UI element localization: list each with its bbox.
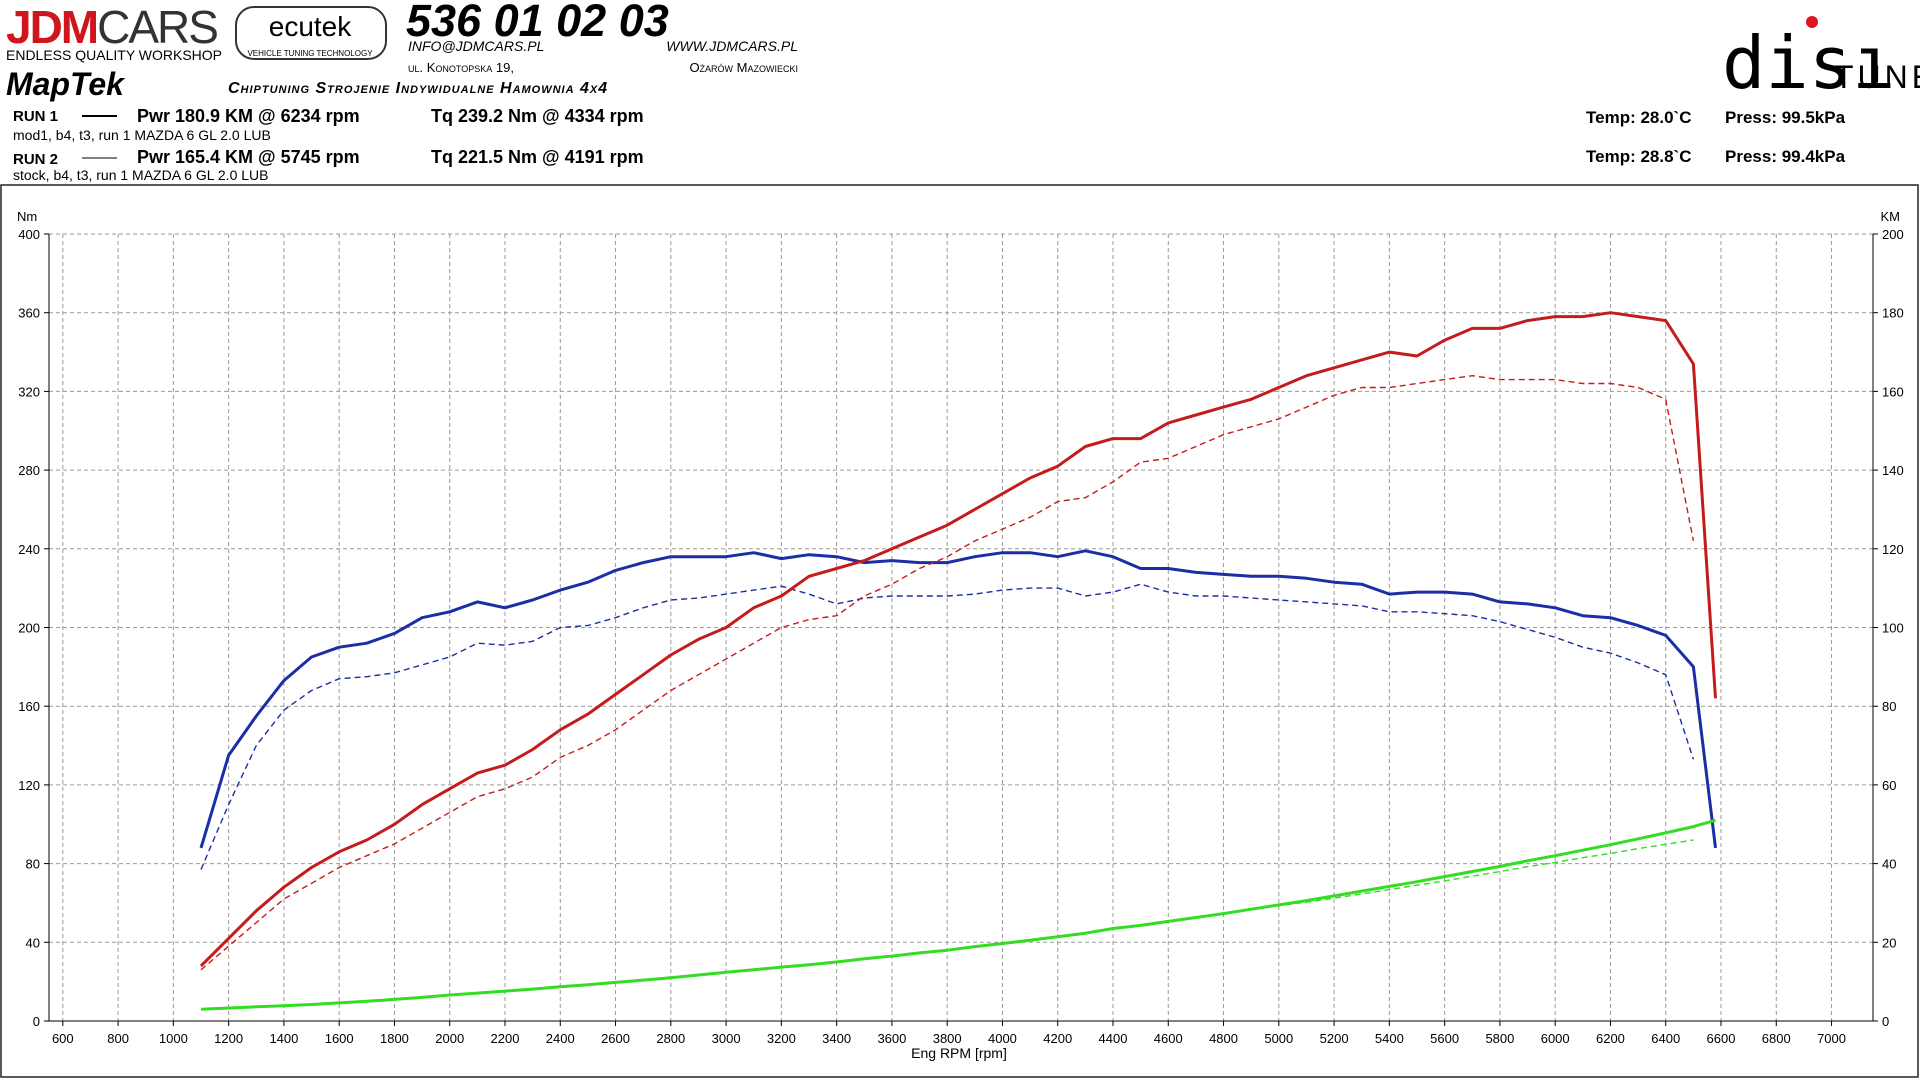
run-description: stock, b4, t3, run 1 MAZDA 6 GL 2.0 LUB bbox=[13, 167, 269, 183]
x-tick-label: 2000 bbox=[435, 1031, 464, 1046]
x-tick-label: 1000 bbox=[159, 1031, 188, 1046]
x-tick-label: 4000 bbox=[988, 1031, 1017, 1046]
y2-axis-title: KM bbox=[1881, 209, 1901, 224]
ecutek-tagline: VEHICLE TUNING TECHNOLOGY bbox=[247, 49, 373, 58]
x-tick-label: 6800 bbox=[1762, 1031, 1791, 1046]
street: ul. Konotopska 19, bbox=[408, 60, 514, 75]
x-tick-label: 1200 bbox=[214, 1031, 243, 1046]
y2-tick-label: 160 bbox=[1882, 384, 1904, 399]
x-tick-label: 2600 bbox=[601, 1031, 630, 1046]
x-tick-label: 3000 bbox=[712, 1031, 741, 1046]
disi-dot bbox=[1806, 16, 1818, 28]
run-description: mod1, b4, t3, run 1 MAZDA 6 GL 2.0 LUB bbox=[13, 127, 271, 143]
city: Ożarów Mazowiecki bbox=[689, 60, 798, 75]
series-line bbox=[200, 375, 1695, 971]
plot: 600 800 1000 1200 1400 1600 1800 2000 2200 2400 26… bbox=[18, 227, 1903, 1046]
x-tick-label: 1800 bbox=[380, 1031, 409, 1046]
y-tick-label: 320 bbox=[18, 384, 40, 399]
jdm-logo: JDMCARS bbox=[6, 1, 217, 53]
x-tick-label: 5000 bbox=[1264, 1031, 1293, 1046]
y-tick-label: 240 bbox=[18, 542, 40, 557]
x-tick-label: 1400 bbox=[269, 1031, 298, 1046]
tagline: ENDLESS QUALITY WORKSHOP bbox=[6, 47, 222, 63]
y-tick-label: 200 bbox=[18, 621, 40, 636]
run-press: Press: 99.5kPa bbox=[1725, 108, 1846, 127]
x-tick-label: 5400 bbox=[1375, 1031, 1404, 1046]
maptek: MapTek bbox=[6, 66, 126, 102]
cars: CARS bbox=[97, 1, 217, 53]
run-torque: Tq 221.5 Nm @ 4191 rpm bbox=[431, 147, 644, 167]
series-line bbox=[200, 583, 1695, 870]
x-tick-label: 4400 bbox=[1099, 1031, 1128, 1046]
phone: 536 01 02 03 bbox=[406, 0, 669, 46]
x-tick-label: 2400 bbox=[546, 1031, 575, 1046]
y2-tick-label: 80 bbox=[1882, 699, 1896, 714]
y-tick-label: 400 bbox=[18, 227, 40, 242]
y2-tick-label: 100 bbox=[1882, 621, 1904, 636]
y-tick-label: 0 bbox=[33, 1014, 40, 1029]
x-tick-label: 1600 bbox=[325, 1031, 354, 1046]
x-axis-title: Eng RPM [rpm] bbox=[911, 1045, 1007, 1061]
run-label: RUN 1 bbox=[13, 108, 58, 125]
x-tick-label: 6200 bbox=[1596, 1031, 1625, 1046]
x-tick-label: 4200 bbox=[1043, 1031, 1072, 1046]
jdm: JDM bbox=[6, 1, 97, 53]
y2-tick-label: 120 bbox=[1882, 542, 1904, 557]
x-tick-label: 6000 bbox=[1541, 1031, 1570, 1046]
chart-frame bbox=[0, 184, 1919, 1078]
x-tick-label: 3800 bbox=[933, 1031, 962, 1046]
x-tick-label: 7000 bbox=[1817, 1031, 1846, 1046]
y-axis-title: Nm bbox=[17, 209, 37, 224]
y2-tick-label: 0 bbox=[1882, 1014, 1889, 1029]
run-label: RUN 2 bbox=[13, 151, 58, 168]
x-tick-label: 4600 bbox=[1154, 1031, 1183, 1046]
y-tick-label: 280 bbox=[18, 463, 40, 478]
x-tick-label: 2800 bbox=[656, 1031, 685, 1046]
x-tick-label: 2200 bbox=[491, 1031, 520, 1046]
y-tick-label: 40 bbox=[26, 935, 40, 950]
x-tick-label: 3400 bbox=[822, 1031, 851, 1046]
services: Chiptuning Strojenie Indywidualne Hamown… bbox=[228, 80, 608, 97]
x-tick-label: 5800 bbox=[1485, 1031, 1514, 1046]
x-tick-label: 800 bbox=[107, 1031, 129, 1046]
y2-tick-label: 20 bbox=[1882, 935, 1896, 950]
x-tick-label: 5200 bbox=[1320, 1031, 1349, 1046]
y2-tick-label: 200 bbox=[1882, 227, 1904, 242]
email: INFO@JDMCARS.PL bbox=[408, 38, 544, 54]
x-tick-label: 3600 bbox=[877, 1031, 906, 1046]
series-line bbox=[200, 839, 1694, 1010]
y-tick-label: 80 bbox=[26, 857, 40, 872]
run-power: Pwr 180.9 KM @ 6234 rpm bbox=[137, 106, 360, 126]
run-press: Press: 99.4kPa bbox=[1725, 147, 1846, 166]
series-line bbox=[199, 549, 1717, 849]
y2-tick-label: 180 bbox=[1882, 306, 1904, 321]
x-tick-label: 6600 bbox=[1707, 1031, 1736, 1046]
y2-tick-label: 140 bbox=[1882, 463, 1904, 478]
y-tick-label: 120 bbox=[18, 778, 40, 793]
ecutek-box bbox=[235, 6, 387, 60]
x-tick-label: 6400 bbox=[1651, 1031, 1680, 1046]
x-tick-label: 5600 bbox=[1430, 1031, 1459, 1046]
y2-tick-label: 60 bbox=[1882, 778, 1896, 793]
x-tick-label: 600 bbox=[52, 1031, 74, 1046]
ecutek: ecutek bbox=[269, 11, 352, 42]
series-line bbox=[199, 311, 1717, 967]
y2-tick-label: 40 bbox=[1882, 857, 1896, 872]
run-power: Pwr 165.4 KM @ 5745 rpm bbox=[137, 147, 360, 167]
tune: TUNE bbox=[1834, 59, 1920, 95]
x-tick-label: 3200 bbox=[767, 1031, 796, 1046]
x-tick-label: 4800 bbox=[1209, 1031, 1238, 1046]
run-temp: Temp: 28.0`C bbox=[1586, 108, 1692, 127]
run-torque: Tq 239.2 Nm @ 4334 rpm bbox=[431, 106, 644, 126]
y-tick-label: 160 bbox=[18, 699, 40, 714]
y-tick-label: 360 bbox=[18, 306, 40, 321]
disi: disı bbox=[1722, 21, 1895, 105]
website: WWW.JDMCARS.PL bbox=[666, 38, 798, 54]
run-temp: Temp: 28.8`C bbox=[1586, 147, 1692, 166]
